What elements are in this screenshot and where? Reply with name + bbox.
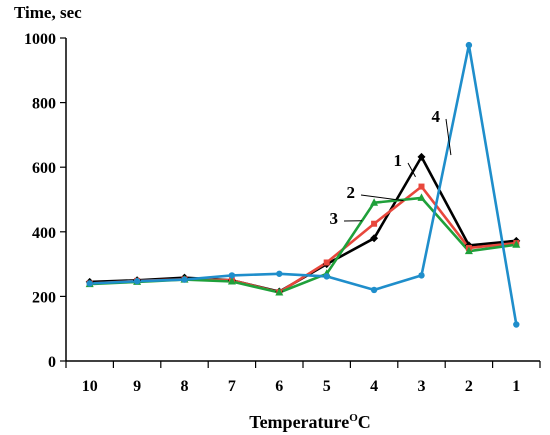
data-point-series-2	[323, 259, 330, 266]
x-tick-label: 2	[465, 378, 473, 395]
data-point-series-4	[276, 270, 283, 277]
series-line-4	[89, 43, 518, 325]
data-point-series-4	[370, 286, 378, 294]
x-tick-label: 8	[181, 378, 189, 395]
x-axis-title-main: Temperature	[249, 412, 349, 432]
data-point-series-4	[323, 273, 330, 280]
data-point-series-1	[370, 234, 379, 243]
x-tick-label: 3	[418, 378, 426, 395]
data-point-series-4	[228, 272, 236, 279]
series-label-leader-2	[360, 194, 404, 202]
series-label-3: 3	[330, 209, 339, 228]
x-tick-label: 1	[512, 378, 520, 395]
x-tick-label: 5	[323, 378, 331, 395]
x-axis-title-unit: C	[358, 412, 371, 432]
x-axis-title-sup: O	[349, 412, 358, 424]
series-line-1	[89, 155, 517, 293]
axes	[65, 38, 540, 362]
data-point-series-4	[86, 280, 93, 287]
series-label-4: 4	[432, 107, 441, 126]
data-point-series-3	[370, 198, 379, 206]
series-label-1: 1	[394, 151, 403, 170]
y-axis-ticks: 0 200 400 600 800 1000	[24, 31, 66, 371]
y-tick-label: 200	[32, 289, 56, 306]
y-tick-label: 0	[48, 354, 56, 371]
data-point-series-3	[227, 277, 236, 285]
series-markers	[85, 41, 521, 328]
y-tick-label: 1000	[24, 31, 56, 48]
data-point-series-4	[181, 276, 188, 283]
series-label-leader-1	[407, 162, 416, 178]
data-point-series-3	[512, 240, 521, 248]
y-tick-label: 800	[32, 96, 56, 113]
data-point-series-3	[275, 288, 284, 296]
x-tick-label: 9	[133, 378, 141, 395]
y-axis-title: Time, sec	[14, 3, 82, 22]
data-point-series-1	[417, 152, 426, 161]
data-point-series-4	[513, 321, 520, 328]
data-point-series-2	[418, 183, 425, 190]
data-point-series-2	[371, 220, 378, 227]
data-point-series-4	[465, 41, 473, 49]
series-labels: 1 23 4	[330, 107, 452, 228]
x-tick-label: 7	[228, 378, 236, 395]
x-tick-label: 10	[82, 378, 98, 395]
series-label-leader-4	[445, 118, 452, 156]
x-tick-label: 4	[370, 378, 378, 395]
data-point-series-4	[133, 278, 141, 285]
data-point-series-4	[418, 272, 425, 279]
series-label-2: 2	[347, 183, 356, 202]
y-tick-label: 400	[32, 225, 56, 242]
series-lines	[89, 43, 518, 325]
data-point-series-3	[417, 193, 426, 201]
data-point-series-3	[464, 246, 473, 255]
x-axis-ticks: 10 9 8 7 6 5 4 3 2 1	[65, 361, 541, 395]
y-tick-label: 600	[32, 160, 56, 177]
x-axis-title: TemperatureOC	[249, 412, 371, 432]
x-tick-label: 6	[275, 378, 283, 395]
